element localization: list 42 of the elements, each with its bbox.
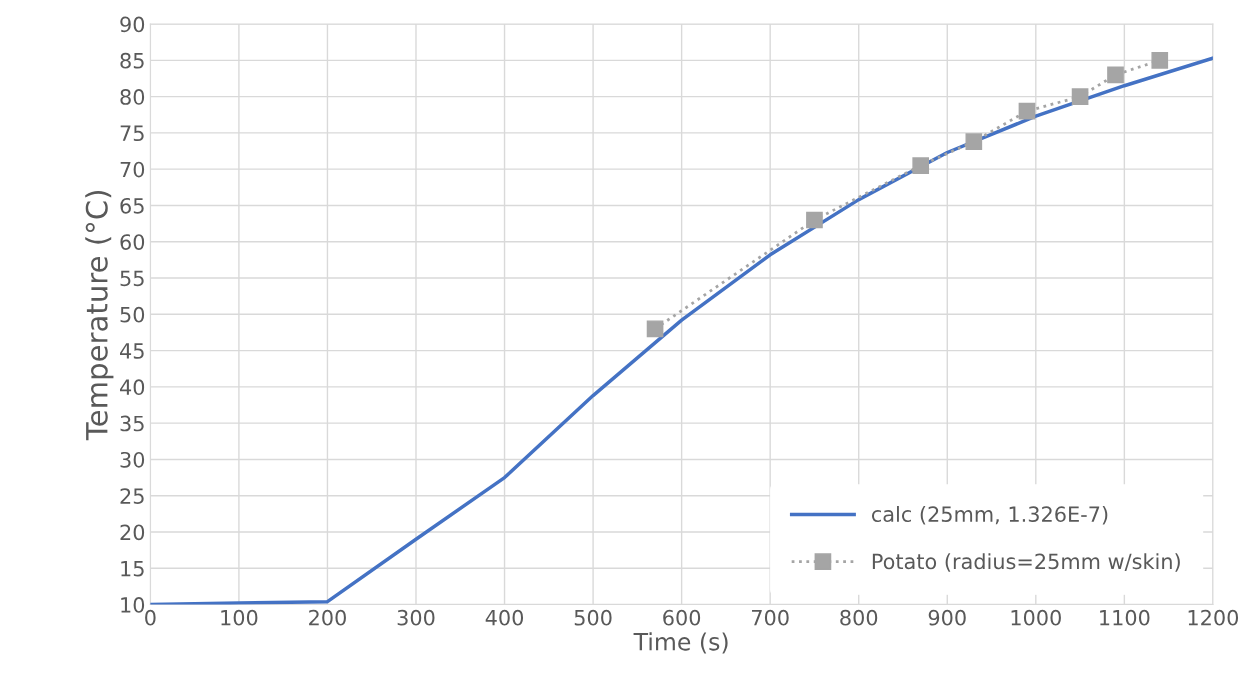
legend-label: Potato (radius=25mm w/skin) [872,553,1180,572]
y-tick-label: 45 [120,343,144,359]
y-axis-title: Temperature (°C) [85,190,114,441]
y-tick-label: 35 [120,415,144,432]
x-tick-label: 900 [928,609,966,626]
point [1107,66,1124,84]
point [646,320,664,338]
x-tick-label: 1200 [1188,609,1239,626]
x-tick-label: 1100 [1100,609,1150,626]
x-tick-label: 800 [840,609,878,626]
y-tick-label: 70 [120,161,145,178]
x-tick-label: 0 [145,609,156,626]
y-tick-label: 60 [120,234,145,250]
point [1018,102,1036,120]
point [912,157,930,174]
y-tick-label: 65 [120,197,144,214]
y-tick-label: 75 [120,125,144,142]
x-axis-title: Time (s) [633,632,728,654]
y-tick-label: 10 [121,597,145,613]
y-tick-label: 50 [120,306,145,323]
x-tick-label: 500 [574,609,612,626]
point [965,133,983,150]
point [806,211,823,229]
x-tick-label: 700 [752,609,789,626]
x-tick-label: 400 [485,609,524,626]
y-tick-label: 30 [120,451,145,468]
point [1151,51,1169,69]
y-tick-label: 15 [121,561,144,577]
y-tick-label: 90 [120,16,145,33]
y-tick-label: 40 [120,379,145,396]
x-tick-label: 600 [663,609,701,626]
y-tick-label: 20 [120,524,145,541]
x-tick-label: 300 [397,609,435,626]
x-tick-label: 200 [309,609,346,626]
y-tick-label: 85 [120,52,144,69]
y-tick-label: 55 [120,270,144,287]
point [1071,88,1089,105]
y-tick-label: 25 [120,488,144,504]
y-tick-label: 80 [120,89,145,105]
x-tick-label: 1000 [1011,609,1061,626]
x-tick-label: 100 [221,609,258,626]
legend-label: calc (25mm, 1.326E-7) [871,505,1108,525]
